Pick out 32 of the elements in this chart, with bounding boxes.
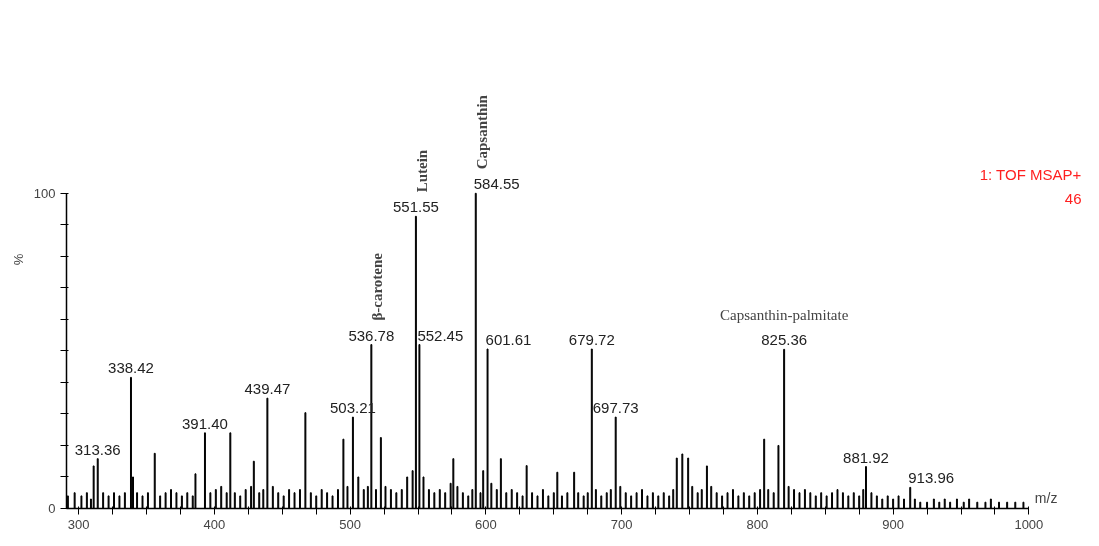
annotation: Capsanthin-palmitate [719, 307, 849, 324]
annotation: 552.45 [417, 326, 464, 344]
annotation: 391.40 [182, 414, 228, 432]
annotation: 536.78 [348, 326, 395, 344]
x-tick-label: 900 [882, 516, 904, 532]
x-tick-label: 400 [203, 516, 226, 532]
annotation: 881.92 [843, 448, 889, 466]
annotation: 601.61 [485, 331, 532, 349]
annotation: 679.72 [568, 331, 615, 349]
x-tick-label: 800 [746, 516, 769, 532]
y-tick-label: 0 [48, 501, 56, 516]
annotation: 313.36 [74, 440, 121, 458]
annotation: 338.42 [108, 359, 154, 377]
x-tick-label: 300 [67, 516, 90, 532]
x-tick-label: 700 [610, 516, 633, 532]
x-tick-label: 1000 [1014, 516, 1044, 532]
annotation: 825.36 [761, 331, 808, 349]
text: 46 [1064, 189, 1082, 207]
x-axis-title: m/z [1034, 489, 1058, 506]
y-tick-label: 100 [33, 185, 56, 201]
x-tick-label: 600 [475, 516, 497, 532]
annotation: 439.47 [244, 380, 291, 398]
x-tick-label: 500 [339, 516, 362, 532]
y-axis-title: % [10, 253, 26, 266]
annotation: 551.55 [392, 198, 439, 216]
annotation: 584.55 [473, 175, 520, 193]
annotation: Lutein [413, 149, 430, 193]
annotation: 697.73 [592, 399, 639, 417]
annotation: β-carotene [369, 252, 386, 321]
text: 1: TOF MSAP+ [979, 165, 1082, 183]
annotation: Capsanthin [473, 94, 490, 170]
annotation: 913.96 [908, 469, 955, 487]
